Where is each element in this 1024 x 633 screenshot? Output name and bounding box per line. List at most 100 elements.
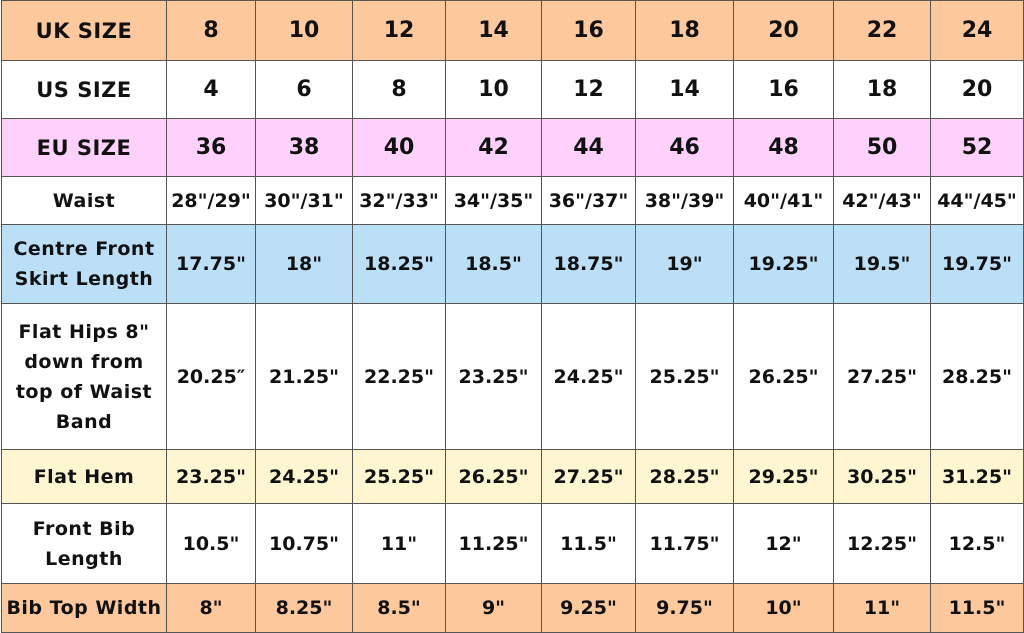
table-cell: 9.75" xyxy=(635,583,734,633)
row-label: Centre Front Skirt Length xyxy=(1,224,167,304)
table-cell: 24.25" xyxy=(255,449,353,504)
table-cell: 11.5" xyxy=(930,583,1024,633)
table-cell: 18.5" xyxy=(445,224,542,304)
table-cell: 19.5" xyxy=(833,224,931,304)
table-cell: 26.25" xyxy=(445,449,542,504)
table-cell: 12.5" xyxy=(930,503,1024,584)
row-label: Front Bib Length xyxy=(1,503,167,584)
table-cell: 10 xyxy=(255,0,353,61)
table-row: Flat Hem 23.25" 24.25" 25.25" 26.25" 27.25" 28… xyxy=(1,449,1024,504)
table-cell: 24.25" xyxy=(541,303,636,450)
table-cell: 40 xyxy=(352,118,446,177)
table-cell: 27.25" xyxy=(833,303,931,450)
row-label: Waist xyxy=(1,176,167,225)
table-cell: 40"/41" xyxy=(733,176,834,225)
table-cell: 44 xyxy=(541,118,636,177)
table-cell: 52 xyxy=(930,118,1024,177)
table-cell: 14 xyxy=(635,60,734,119)
table-cell: 4 xyxy=(166,60,256,119)
table-cell: 8 xyxy=(166,0,256,61)
table-cell: 22 xyxy=(833,0,931,61)
row-label: Flat Hips 8" down from top of Waist Band xyxy=(1,303,167,450)
table-cell: 11.75" xyxy=(635,503,734,584)
table-row: Bib Top Width 8" 8.25" 8.5" 9" 9.25" 9.75" 10" 1… xyxy=(1,583,1024,633)
table-cell: 23.25" xyxy=(445,303,542,450)
table-cell: 29.25" xyxy=(733,449,834,504)
table-cell: 12.25" xyxy=(833,503,931,584)
table-cell: 18 xyxy=(635,0,734,61)
table-cell: 25.25" xyxy=(635,303,734,450)
table-cell: 9.25" xyxy=(541,583,636,633)
table-cell: 36 xyxy=(166,118,256,177)
table-cell: 19" xyxy=(635,224,734,304)
table-cell: 11.5" xyxy=(541,503,636,584)
table-cell: 8 xyxy=(352,60,446,119)
table-cell: 38 xyxy=(255,118,353,177)
table-cell: 31.25" xyxy=(930,449,1024,504)
table-cell: 42"/43" xyxy=(833,176,931,225)
table-cell: 38"/39" xyxy=(635,176,734,225)
table-cell: 42 xyxy=(445,118,542,177)
table-cell: 11" xyxy=(833,583,931,633)
table-cell: 28.25" xyxy=(930,303,1024,450)
table-cell: 28.25" xyxy=(635,449,734,504)
table-cell: 10.5" xyxy=(166,503,256,584)
table-cell: 6 xyxy=(255,60,353,119)
table-cell: 11.25" xyxy=(445,503,542,584)
table-cell: 32"/33" xyxy=(352,176,446,225)
table-row: Front Bib Length 10.5" 10.75" 11" 11.25" 11.5… xyxy=(1,503,1024,584)
row-label: Bib Top Width xyxy=(1,583,167,633)
table-cell: 12 xyxy=(541,60,636,119)
table-cell: 18.75" xyxy=(541,224,636,304)
row-label: EU SIZE xyxy=(1,118,167,177)
table-cell: 16 xyxy=(733,60,834,119)
table-cell: 50 xyxy=(833,118,931,177)
table-cell: 19.25" xyxy=(733,224,834,304)
table-cell: 17.75" xyxy=(166,224,256,304)
table-cell: 10 xyxy=(445,60,542,119)
table-cell: 36"/37" xyxy=(541,176,636,225)
table-row: Centre Front Skirt Length 17.75" 18" 18.25"… xyxy=(1,224,1024,304)
table-cell: 18" xyxy=(255,224,353,304)
table-cell: 46 xyxy=(635,118,734,177)
table-cell: 18 xyxy=(833,60,931,119)
table-row: Waist 28"/29" 30"/31" 32"/33" 34"/35" 36"/37"… xyxy=(1,176,1024,225)
table-cell: 12 xyxy=(352,0,446,61)
table-cell: 16 xyxy=(541,0,636,61)
table-cell: 25.25" xyxy=(352,449,446,504)
row-label: Flat Hem xyxy=(1,449,167,504)
table-cell: 10" xyxy=(733,583,834,633)
table-row: UK SIZE 8 10 12 14 16 18 20 22 24 xyxy=(1,0,1024,61)
table-cell: 20 xyxy=(930,60,1024,119)
table-cell: 27.25" xyxy=(541,449,636,504)
table-cell: 34"/35" xyxy=(445,176,542,225)
table-cell: 24 xyxy=(930,0,1024,61)
table-cell: 8.25" xyxy=(255,583,353,633)
table-cell: 19.75" xyxy=(930,224,1024,304)
table-cell: 21.25" xyxy=(255,303,353,450)
table-row: EU SIZE 36 38 40 42 44 46 48 50 52 xyxy=(1,118,1024,177)
table-cell: 14 xyxy=(445,0,542,61)
table-cell: 48 xyxy=(733,118,834,177)
table-cell: 18.25" xyxy=(352,224,446,304)
table-cell: 8" xyxy=(166,583,256,633)
table-cell: 28"/29" xyxy=(166,176,256,225)
table-cell: 8.5" xyxy=(352,583,446,633)
table-row: Flat Hips 8" down from top of Waist Band… xyxy=(1,303,1024,450)
table-cell: 20 xyxy=(733,0,834,61)
table-cell: 23.25" xyxy=(166,449,256,504)
row-label: US SIZE xyxy=(1,60,167,119)
table-row: US SIZE 4 6 8 10 12 14 16 18 20 xyxy=(1,60,1024,119)
table-cell: 30"/31" xyxy=(255,176,353,225)
table-cell: 44"/45" xyxy=(930,176,1024,225)
table-cell: 10.75" xyxy=(255,503,353,584)
table-cell: 11" xyxy=(352,503,446,584)
table-cell: 22.25" xyxy=(352,303,446,450)
table-cell: 26.25" xyxy=(733,303,834,450)
row-label: UK SIZE xyxy=(1,0,167,61)
table-cell: 20.25″ xyxy=(166,303,256,450)
table-cell: 12" xyxy=(733,503,834,584)
table-cell: 9" xyxy=(445,583,542,633)
table-cell: 30.25" xyxy=(833,449,931,504)
